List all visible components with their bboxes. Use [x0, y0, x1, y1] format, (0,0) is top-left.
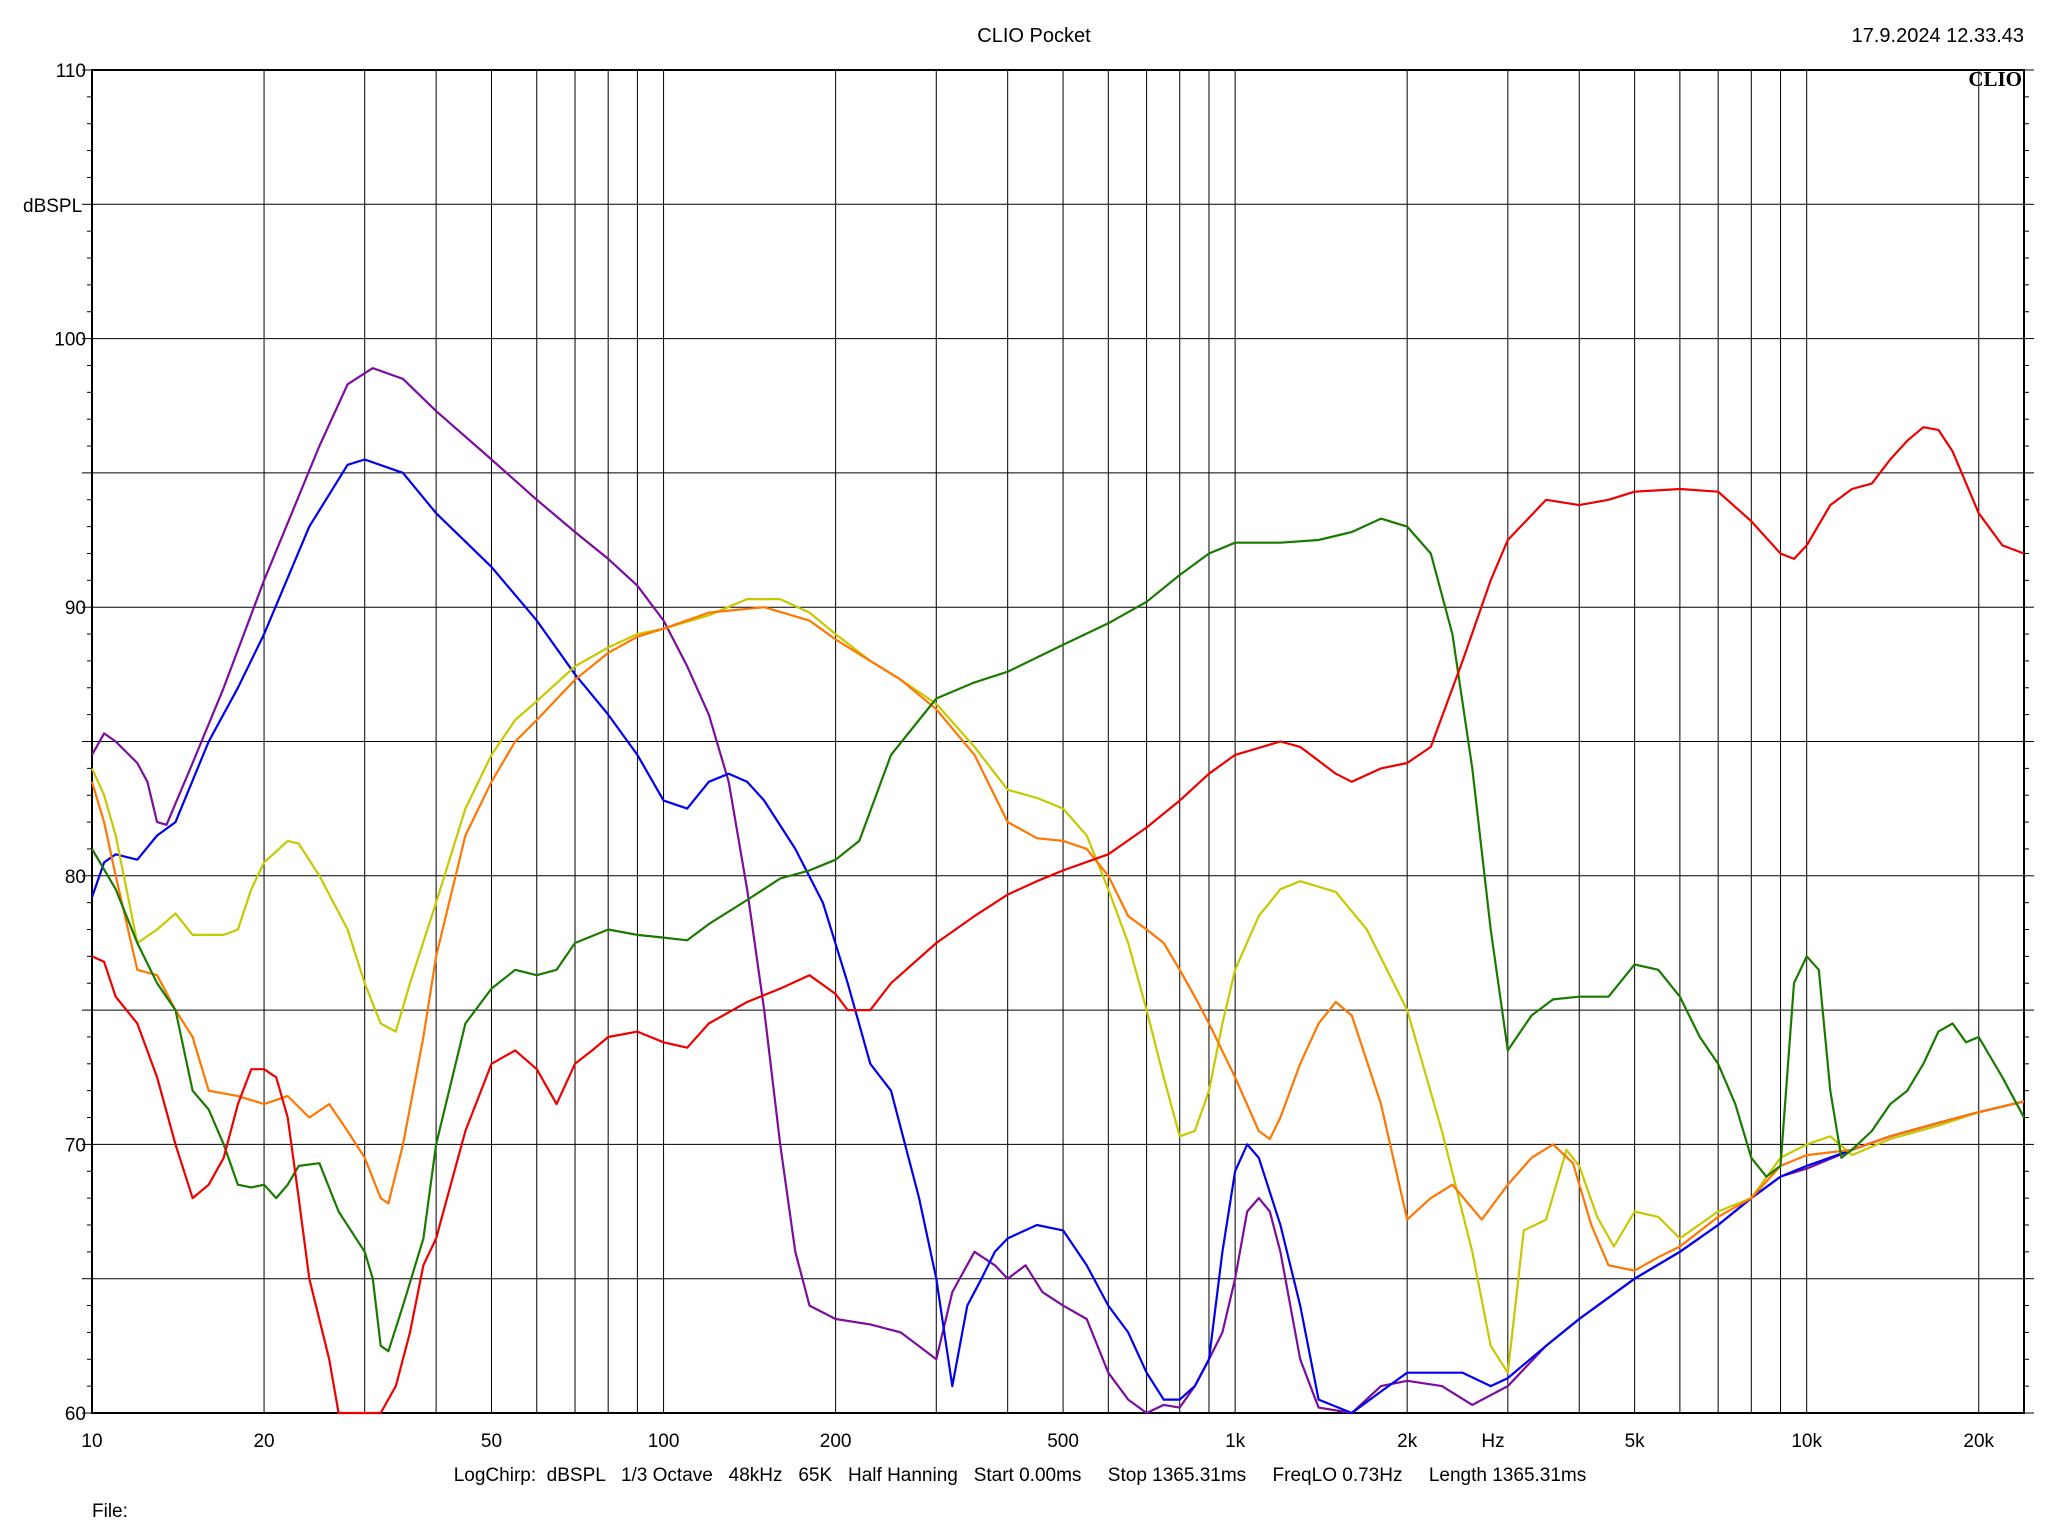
chart-title: CLIO Pocket [977, 25, 1091, 47]
x-tick-label: 2k [1397, 1431, 1418, 1452]
y-tick-label: 100 [54, 330, 86, 351]
series-line-2 [90, 458, 2025, 1415]
x-tick-label: 10 [81, 1431, 102, 1452]
clio-logo: CLIO [1968, 67, 2022, 91]
series-line-1 [91, 367, 2025, 1415]
x-tick-label: 20k [1963, 1431, 1994, 1452]
x-axis-ticks: 10 20 50 100 200 500 1k 2k 5k 10k 20k [81, 1431, 1994, 1452]
timestamp: 17.9.2024 12.33.43 [1852, 25, 2024, 47]
series-group [90, 367, 2025, 1415]
y-tick-label: 70 [65, 1135, 86, 1156]
y-tick-label: 110 [56, 61, 86, 82]
x-tick-label: 10k [1791, 1431, 1822, 1452]
x-tick-label: 100 [648, 1431, 680, 1452]
y-axis-ticks: 60 70 80 90 100 110 [54, 61, 86, 1425]
x-tick-label: 50 [481, 1431, 502, 1452]
y-tick-label: 80 [65, 867, 86, 888]
series-line-6 [91, 426, 2025, 1415]
y-tick-label: 90 [65, 598, 86, 619]
plot-grid [82, 69, 2034, 1414]
y-tick-label: 60 [65, 1404, 86, 1425]
file-label: File: [92, 1501, 128, 1522]
x-tick-label: 500 [1047, 1431, 1079, 1452]
series-line-4 [90, 606, 2025, 1272]
x-tick-label: 200 [820, 1431, 852, 1452]
x-tick-label: 1k [1225, 1431, 1246, 1452]
x-axis-unit-label: Hz [1481, 1431, 1504, 1452]
x-tick-label: 20 [253, 1431, 274, 1452]
x-tick-label: 5k [1625, 1431, 1646, 1452]
series-line-3 [90, 598, 2025, 1374]
measurement-settings: LogChirp: dBSPL 1/3 Octave 48kHz 65K Hal… [454, 1465, 1587, 1486]
y-axis-label: dBSPL [23, 196, 82, 217]
series-line-5 [91, 517, 2025, 1353]
